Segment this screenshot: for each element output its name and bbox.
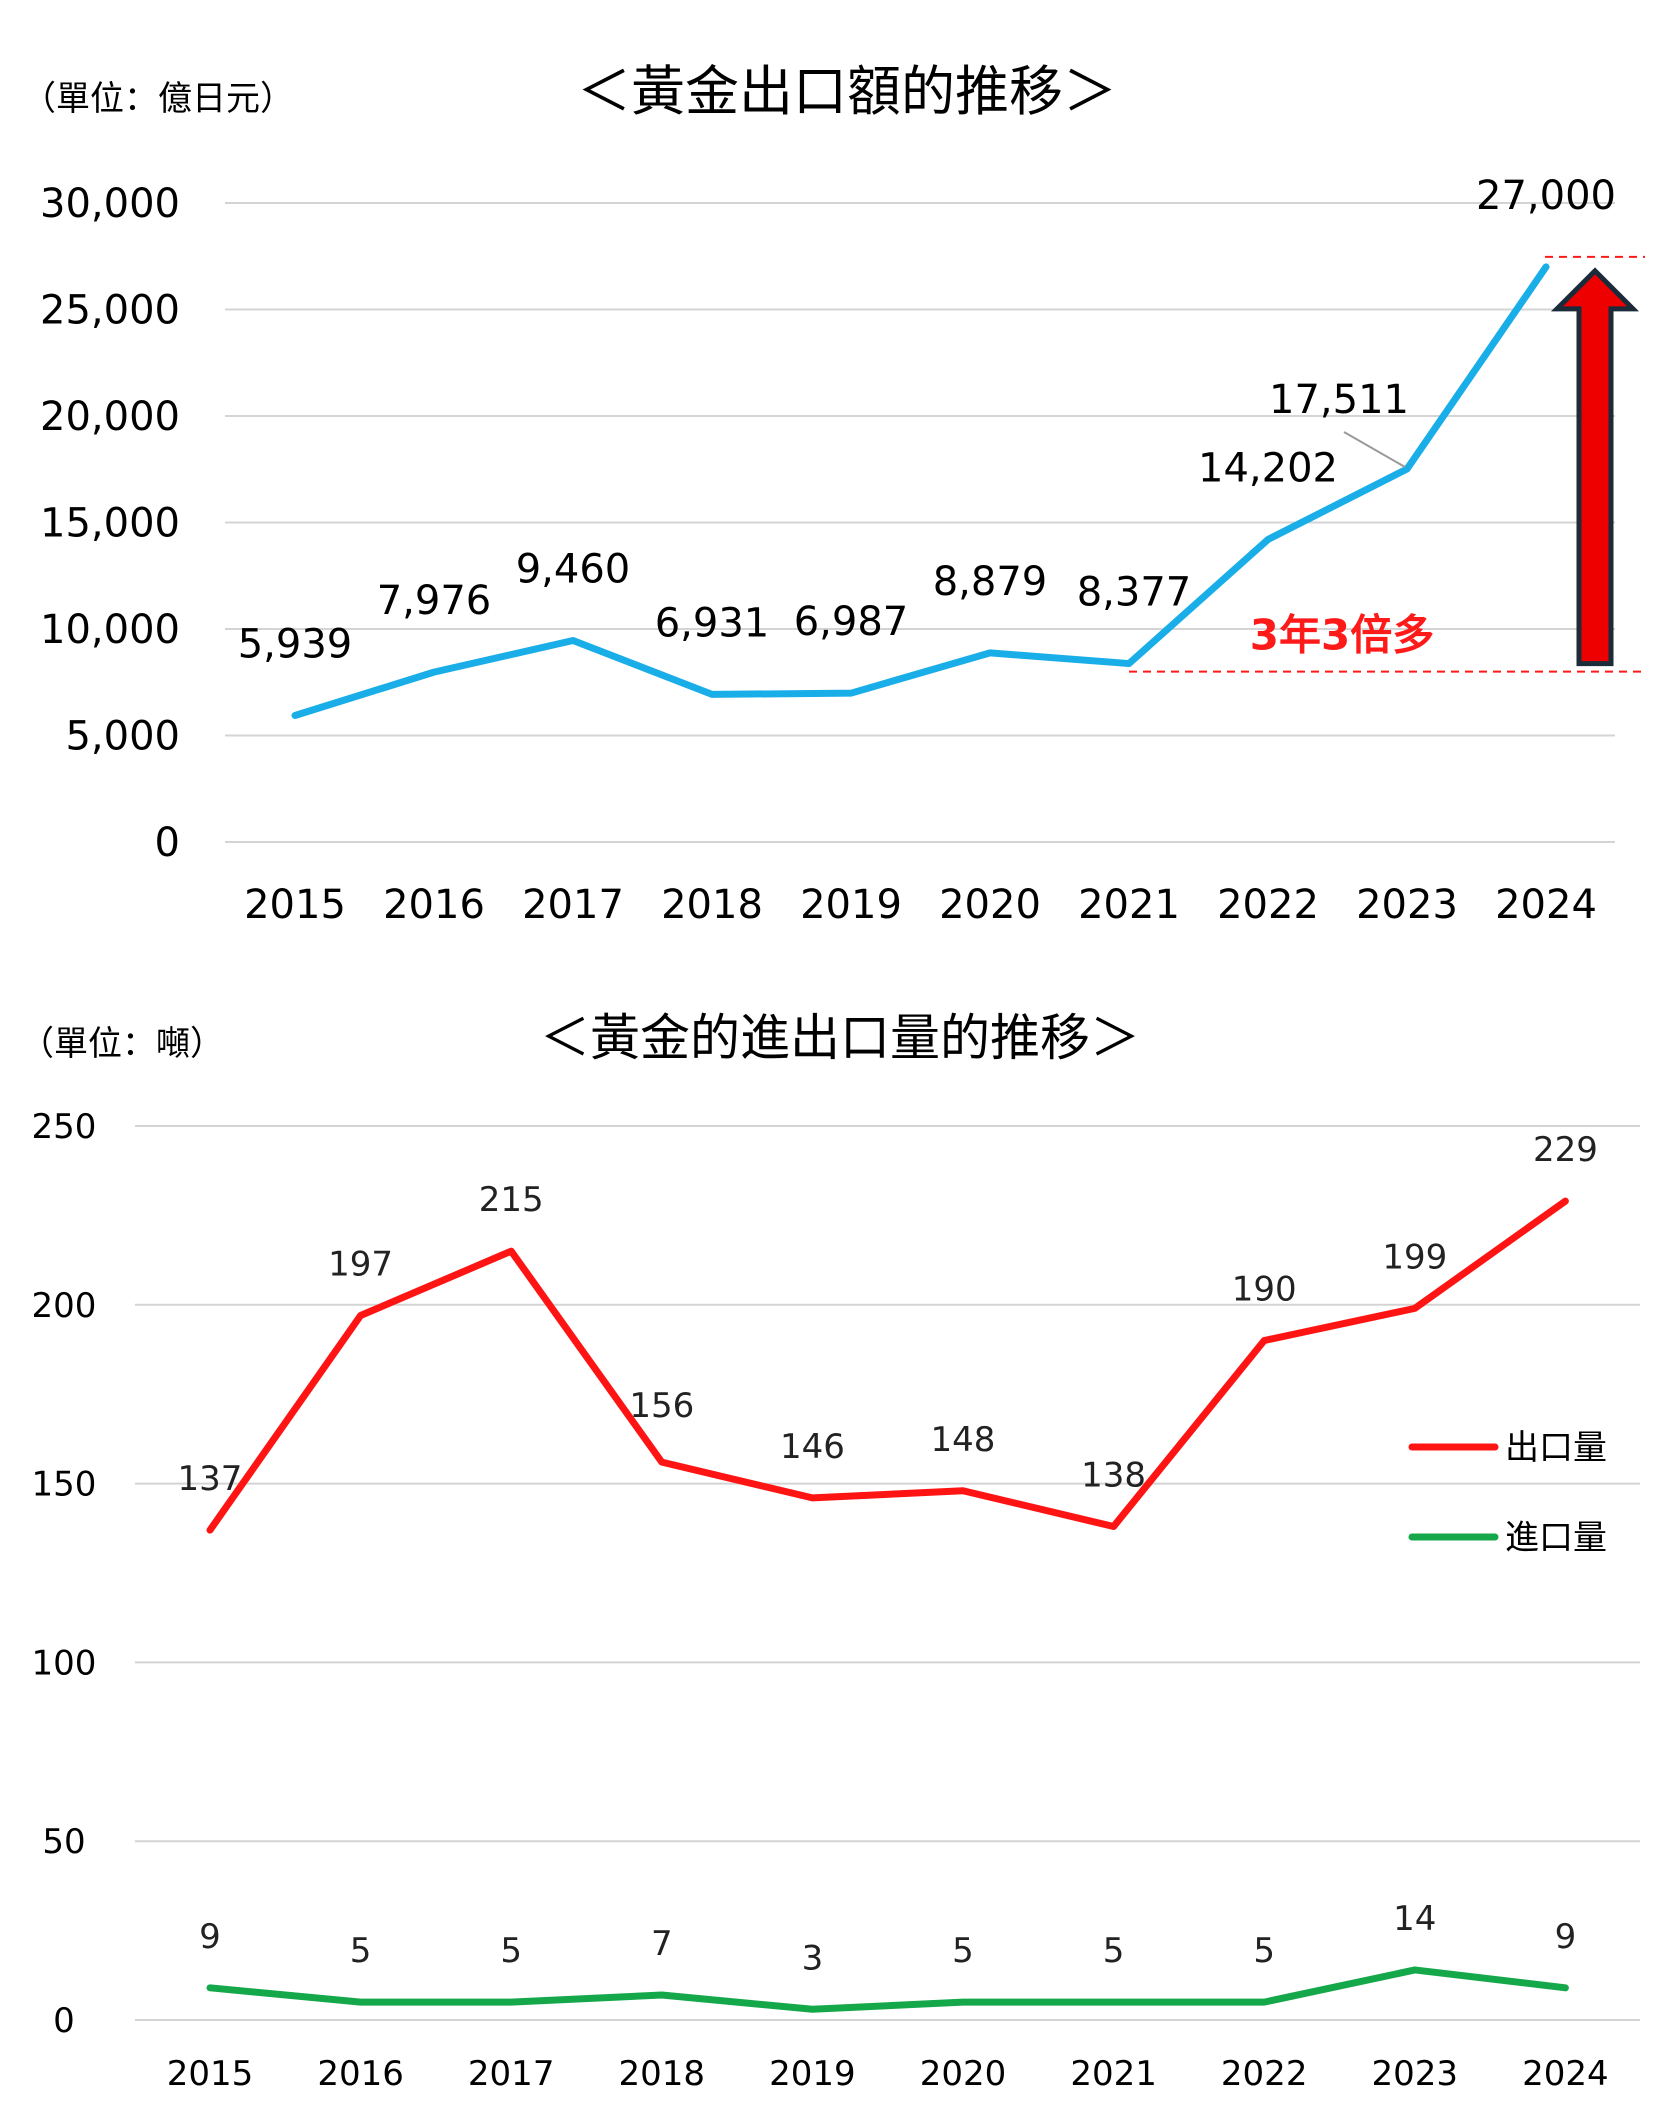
chart1-data-label: 6,987 bbox=[794, 599, 909, 645]
chart2-x-tick-label: 2020 bbox=[920, 2054, 1007, 2094]
chart2-x-tick-label: 2024 bbox=[1522, 2054, 1609, 2094]
chart2-x-tick-label: 2019 bbox=[769, 2054, 856, 2094]
chart1-label-leader-line bbox=[1343, 431, 1406, 468]
chart2-export-data-label: 138 bbox=[1081, 1456, 1146, 1496]
chart1-x-tick-label: 2021 bbox=[1078, 882, 1180, 928]
chart2-import-data-label: 9 bbox=[199, 1917, 221, 1957]
chart1-y-tick-label: 30,000 bbox=[40, 181, 180, 227]
chart2-y-tick-label: 150 bbox=[32, 1465, 97, 1505]
chart2-import-data-label: 5 bbox=[500, 1931, 522, 1971]
chart2-y-tick-label: 0 bbox=[53, 2001, 75, 2041]
chart2-title: ＜黃金的進出口量的推移＞ bbox=[540, 1009, 1140, 1067]
chart1-y-tick-label: 10,000 bbox=[40, 607, 180, 653]
chart2-export-line bbox=[206, 1197, 1569, 1534]
chart1-gridlines bbox=[225, 202, 1615, 843]
chart2-import-data-label: 3 bbox=[802, 1938, 824, 1978]
chart1-x-tick-label: 2024 bbox=[1495, 882, 1597, 928]
chart2-y-tick-label: 200 bbox=[32, 1286, 97, 1326]
chart2-import-data-label: 5 bbox=[350, 1931, 372, 1971]
chart1-data-label: 9,460 bbox=[516, 547, 631, 593]
chart2-export-data-label: 199 bbox=[1382, 1237, 1447, 1277]
chart2-y-tick-label: 250 bbox=[32, 1107, 97, 1147]
chart1-y-tick-label: 25,000 bbox=[40, 288, 180, 334]
chart2-export-data-label: 156 bbox=[629, 1386, 694, 1426]
chart2-export-data-label: 215 bbox=[479, 1180, 544, 1220]
legend-label-import: 進口量 bbox=[1505, 1518, 1607, 1558]
chart2-x-tick-label: 2018 bbox=[619, 2054, 706, 2094]
chart2-import-line bbox=[206, 1966, 1569, 2013]
chart2-legend: 出口量 進口量 bbox=[1408, 1428, 1607, 1558]
chart2-x-tick-label: 2017 bbox=[468, 2054, 555, 2094]
chart2-unit-label: （單位：噸） bbox=[20, 1024, 224, 1064]
chart1-data-label: 14,202 bbox=[1198, 445, 1338, 491]
legend-label-export: 出口量 bbox=[1505, 1428, 1607, 1468]
chart1-x-tick-label: 2019 bbox=[800, 882, 902, 928]
chart2-export-data-label: 148 bbox=[931, 1420, 996, 1460]
chart1-y-tick-label: 5,000 bbox=[65, 714, 180, 760]
chart1-x-tick-label: 2017 bbox=[522, 882, 624, 928]
chart1-data-labels: 5,939 7,976 9,460 6,931 6,987 8,879 8,377 14,20… bbox=[238, 173, 1616, 668]
chart1-y-tick-label: 20,000 bbox=[40, 394, 180, 440]
chart2-x-tick-label: 2023 bbox=[1372, 2054, 1459, 2094]
chart2-export-data-label: 197 bbox=[328, 1245, 393, 1285]
chart2-data-labels: 137 197 215 156 146 148 138 190 199 229 9 5 5 7 3 5 5 5 14… bbox=[178, 1130, 1598, 1978]
chart2-import-data-label: 5 bbox=[952, 1931, 974, 1971]
chart2-import-data-label: 5 bbox=[1253, 1931, 1275, 1971]
chart1-title: ＜黃金出口額的推移＞ bbox=[577, 60, 1117, 123]
chart2-x-tick-label: 2022 bbox=[1221, 2054, 1308, 2094]
chart2-import-data-label: 7 bbox=[651, 1924, 673, 1964]
chart2-import-data-label: 14 bbox=[1393, 1899, 1436, 1939]
chart1-y-tick-label: 0 bbox=[155, 820, 180, 866]
chart1-data-label: 6,931 bbox=[655, 600, 770, 646]
chart2-import-data-label: 9 bbox=[1555, 1917, 1577, 1957]
chart1-x-tick-label: 2022 bbox=[1217, 882, 1319, 928]
chart2-x-tick-label: 2015 bbox=[167, 2054, 254, 2094]
chart2-y-axis: 0 50 100 150 200 250 bbox=[32, 1107, 97, 2041]
chart2-export-data-label: 146 bbox=[780, 1427, 845, 1467]
chart2-y-tick-label: 100 bbox=[32, 1643, 97, 1683]
chart2-x-axis: 2015 2016 2017 2018 2019 2020 2021 2022 2023 2024 bbox=[167, 2054, 1609, 2094]
chart1-annotation: 3年3倍多 bbox=[1129, 255, 1645, 673]
chart2-export-data-label: 190 bbox=[1232, 1270, 1297, 1310]
chart1-x-tick-label: 2023 bbox=[1356, 882, 1458, 928]
growth-arrow-icon bbox=[1550, 267, 1640, 667]
chart2-x-tick-label: 2016 bbox=[317, 2054, 404, 2094]
chart1-unit-label: （單位：億日元） bbox=[22, 79, 294, 119]
chart1-data-label: 8,377 bbox=[1077, 570, 1192, 616]
chart2-series bbox=[206, 1197, 1569, 2013]
chart1-x-tick-label: 2018 bbox=[661, 882, 763, 928]
annotation-text: 3年3倍多 bbox=[1250, 611, 1434, 660]
chart1-series bbox=[291, 263, 1550, 719]
chart2-export-data-label: 137 bbox=[178, 1459, 243, 1499]
chart1-export-value-line bbox=[291, 263, 1550, 719]
chart1-data-label: 8,879 bbox=[933, 559, 1048, 605]
chart1-x-tick-label: 2015 bbox=[244, 882, 346, 928]
chart1-y-axis: 0 5,000 10,000 15,000 20,000 25,000 30,000 bbox=[40, 181, 180, 866]
chart2-x-tick-label: 2021 bbox=[1070, 2054, 1157, 2094]
chart1-data-label: 27,000 bbox=[1476, 173, 1616, 219]
chart2-export-data-label: 229 bbox=[1533, 1130, 1598, 1170]
chart1-data-label: 17,511 bbox=[1269, 377, 1409, 423]
chart1-x-tick-label: 2016 bbox=[383, 882, 485, 928]
chart1-data-label: 5,939 bbox=[238, 621, 353, 667]
chart2-import-data-label: 5 bbox=[1103, 1931, 1125, 1971]
chart1-data-label: 7,976 bbox=[377, 578, 492, 624]
chart2-gridlines bbox=[135, 1125, 1640, 2021]
chart1-x-tick-label: 2020 bbox=[939, 882, 1041, 928]
chart2-y-tick-label: 50 bbox=[42, 1822, 85, 1862]
chart1-y-tick-label: 15,000 bbox=[40, 501, 180, 547]
chart1-x-axis: 2015 2016 2017 2018 2019 2020 2021 2022 2023 2024 bbox=[244, 882, 1597, 928]
